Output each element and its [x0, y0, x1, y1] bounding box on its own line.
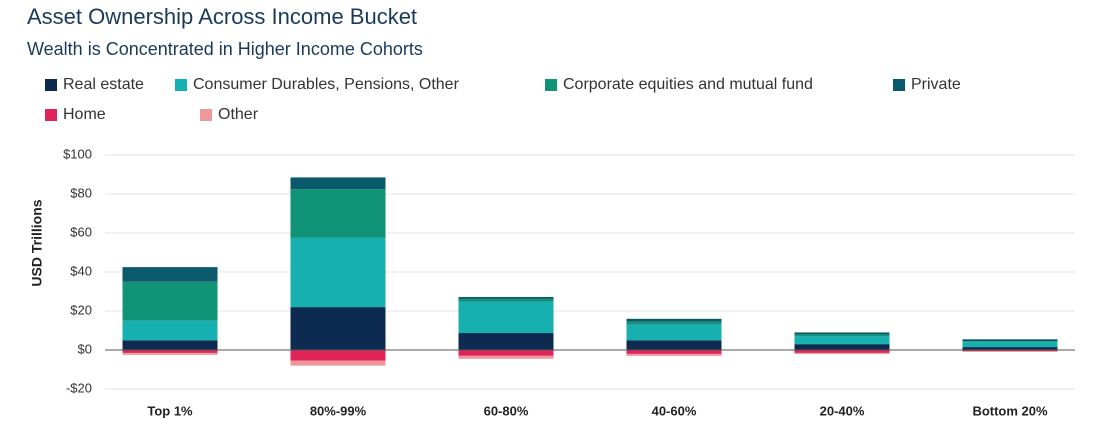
bar-segment: [290, 189, 386, 238]
bar-segment: [962, 347, 1058, 350]
bar-segment: [626, 324, 722, 341]
bar-segment: [794, 336, 890, 345]
legend-label: Private: [911, 76, 961, 93]
legend-swatch: [545, 79, 557, 91]
bar-segment: [122, 320, 218, 341]
bar-segment: [626, 321, 722, 325]
x-tick-label: 20-40%: [820, 403, 865, 418]
bar-segment: [290, 307, 386, 350]
bar-segment: [122, 350, 218, 353]
bar-segment: [290, 350, 386, 361]
bar-segment: [290, 360, 386, 366]
legend-label: Corporate equities and mutual fund: [563, 76, 813, 93]
bar-segment: [794, 334, 890, 337]
bar-segment: [458, 333, 554, 350]
legend-swatch: [200, 109, 212, 121]
y-tick-label: $100: [63, 146, 92, 161]
bar-segment: [458, 298, 554, 302]
legend-label: Other: [218, 106, 259, 123]
x-tick-label: Bottom 20%: [972, 403, 1048, 418]
bar-segment: [458, 296, 554, 299]
bar-segment: [122, 267, 218, 282]
bar-segment: [122, 281, 218, 321]
x-tick-label: 60-80%: [484, 403, 529, 418]
legend-swatch: [175, 79, 187, 91]
legend-swatch: [45, 109, 57, 121]
bar-segment: [962, 342, 1058, 348]
bar-segment: [626, 318, 722, 322]
legend-swatch: [893, 79, 905, 91]
x-tick-label: 80%-99%: [310, 403, 367, 418]
y-tick-label: $20: [70, 302, 92, 317]
legend-label: Consumer Durables, Pensions, Other: [193, 76, 460, 93]
bar-segment: [962, 341, 1058, 343]
bar-segment: [458, 355, 554, 359]
y-tick-label: $60: [70, 224, 92, 239]
x-tick-label: Top 1%: [147, 403, 193, 418]
bar-segment: [794, 344, 890, 350]
bar-segment: [794, 350, 890, 353]
bar-segment: [122, 340, 218, 350]
bar-segment: [626, 340, 722, 350]
legend-label: Home: [63, 106, 106, 123]
bar-segment: [122, 352, 218, 355]
bar-segment: [794, 332, 890, 335]
legend-label: Real estate: [63, 76, 144, 93]
y-axis-title: USD Trillions: [29, 199, 45, 286]
bar-segment: [458, 350, 554, 356]
y-tick-label: $80: [70, 185, 92, 200]
bar-segment: [794, 352, 890, 354]
bar-segment: [962, 350, 1058, 352]
bar-segment: [626, 353, 722, 356]
x-tick-label: 40-60%: [652, 403, 697, 418]
bar-segment: [290, 237, 386, 308]
bar-segment: [290, 177, 386, 190]
y-tick-label: $40: [70, 263, 92, 278]
y-tick-label: $0: [78, 341, 92, 356]
bar-segment: [626, 350, 722, 354]
y-tick-label: -$20: [66, 380, 92, 395]
bar-segment: [458, 301, 554, 334]
chart-title: Asset Ownership Across Income Bucket: [27, 4, 417, 29]
legend-swatch: [45, 79, 57, 91]
bar-segment: [962, 339, 1058, 342]
chart-subtitle: Wealth is Concentrated in Higher Income …: [27, 39, 423, 59]
